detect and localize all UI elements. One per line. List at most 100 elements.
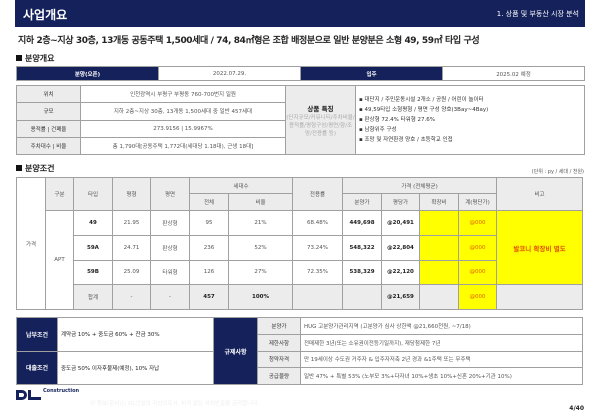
cell: 68.48% — [292, 210, 343, 236]
reg-label: 제한사항 — [257, 333, 301, 352]
row-label: 위치 — [16, 84, 81, 104]
cell — [292, 284, 343, 310]
cell: 538,329 — [342, 259, 382, 286]
cell: 95 — [189, 210, 229, 236]
col-header: 비율 — [228, 193, 293, 211]
cell: @000 — [457, 234, 498, 261]
price-table: 가격 구분 타입 평형 평면 세대수 전용률 가격 (전체평균) 비고 전체 비율… — [16, 177, 583, 310]
page-title: 사업개요 — [23, 8, 68, 22]
header-bar: 사업개요 1. 상품 및 부동산 시장 분석 — [15, 0, 585, 27]
cell: 타워형 — [150, 259, 190, 286]
open-label: 분양(오픈) — [16, 66, 159, 81]
cell: 72.35% — [292, 259, 343, 286]
cell: @000 — [457, 259, 498, 286]
table-row: 59B 25.09 타워형 126 27% 72.35% 538,329 @22,120 @00… — [17, 259, 583, 286]
col-header: 세대수 — [189, 177, 293, 194]
move-value: 2025.02 예정 — [442, 66, 585, 81]
cell: 236 — [189, 234, 229, 261]
cell — [419, 210, 459, 236]
col-header: 타입 — [73, 177, 113, 211]
cell: 59A — [73, 234, 113, 261]
schedule-table: 분양(오픈) 2022.07.29. 입주 2025.02 예정 — [16, 66, 585, 81]
feature-label: 상품 특징 (단지규모/커뮤니티/주차비율/용적률/평형구성/평면/향/조망/전용… — [285, 85, 356, 155]
conditions-heading: 분양조건 — [16, 163, 54, 174]
dl-construction-logo: Construction — [16, 388, 79, 400]
reg-value: 만 19세이상 수도권 거주자 & 입주자저축 2년 경과 &1주택 또는 무주… — [300, 350, 583, 369]
reg-value: 일반 47% + 특별 53% (노부모 3%+다자녀 10%+생초 10%+신… — [300, 367, 583, 385]
loan-label: 대출조건 — [16, 350, 58, 385]
category-cell: APT — [45, 210, 74, 310]
cell: 100% — [228, 284, 293, 310]
cell — [419, 284, 459, 310]
row-label: 용적률 | 건폐율 — [16, 119, 81, 138]
note-cell: 발코니 확장비 별도 — [496, 209, 583, 286]
table-row: 59A 24.71 판상형 236 52% 73.24% 548,322 @22,804 @00… — [17, 234, 583, 261]
overview-table: 위치 인천광역시 부평구 부평동 760-700번지 일원 상품 특징 (단지규모/… — [16, 84, 585, 156]
cell: 판상형 — [150, 210, 190, 236]
cell: 49 — [73, 210, 113, 236]
cell: 548,322 — [342, 234, 382, 261]
move-label: 입주 — [300, 66, 443, 81]
watermark: 이 정보(문서)는 DL건설의 자산으로서, 허가 없는 사외반출을 금지합니다… — [90, 401, 260, 407]
payment-label: 납부조건 — [16, 317, 58, 352]
col-header: 평당가 — [381, 193, 420, 211]
cell: @22,120 — [381, 259, 420, 286]
cell — [496, 284, 583, 310]
row-value: 지하 2층~지상 30층, 13개동 1,500세대 중 일반 457세대 — [80, 102, 286, 121]
cell: @20,491 — [381, 210, 420, 236]
cell: 59B — [73, 259, 113, 286]
col-header: 분양가 — [342, 193, 382, 211]
cell: @000 — [457, 284, 498, 310]
overview-heading: 분양개요 — [16, 53, 54, 64]
terms-table: 납부조건 계약금 10% + 중도금 60% + 잔금 30% 규제사항 분양가 H… — [16, 317, 583, 385]
col-header: 가격 (전체평균) — [341, 177, 498, 194]
cell: 21.95 — [112, 210, 151, 236]
cell: 73.24% — [292, 234, 343, 261]
regulation-label: 규제사항 — [213, 317, 258, 385]
page-number: 4/40 — [569, 405, 584, 412]
col-header: 전용률 — [292, 177, 343, 211]
cell: 52% — [228, 234, 293, 261]
reg-value: 전매제한 3년(또는 소유권이전등기일까지), 재당첨제한 7년 — [300, 333, 583, 352]
cell — [419, 234, 459, 261]
cell — [419, 259, 459, 286]
cell — [342, 284, 382, 310]
square-bullet-icon — [16, 165, 22, 171]
cell: - — [150, 284, 190, 310]
cell: 25.09 — [112, 259, 151, 286]
col-header: 평형 — [112, 177, 151, 211]
feature-list: ▪ 대단지 / 주민운동시설 2개소 / 공원 / 어린이 놀이터 ▪ 49,59… — [355, 85, 585, 155]
cell: 21% — [228, 210, 293, 236]
cell: 합계 — [73, 284, 113, 310]
cell: @22,804 — [381, 234, 420, 261]
cell: @21,659 — [381, 284, 420, 310]
cell: @000 — [457, 210, 498, 236]
open-value: 2022.07.29. — [158, 66, 301, 81]
col-header: 전체 — [189, 193, 229, 211]
col-header: 계(평단가) — [457, 193, 498, 211]
price-label: 가격 — [16, 177, 46, 310]
cell: 126 — [189, 259, 229, 286]
reg-value: HUG 고분양가관리지역 (고분양가 심사 상한액 @21,660천원, ~7/… — [300, 317, 583, 335]
cell: 27% — [228, 259, 293, 286]
cell: - — [112, 284, 151, 310]
row-label: 규모 — [16, 102, 81, 121]
subtitle: 지하 2층~지상 30층, 13개동 공동주택 1,500세대 / 74, 84… — [18, 36, 480, 46]
section-label: 1. 상품 및 부동산 시장 분석 — [496, 10, 579, 18]
cell: 457 — [189, 284, 229, 310]
col-header: 비고 — [496, 177, 583, 211]
reg-label: 분양가 — [257, 317, 301, 335]
loan-value: 중도금 50% 이자후불제(예정), 10% 자납 — [57, 350, 214, 385]
reg-label: 공급물량 — [257, 367, 301, 385]
square-bullet-icon — [16, 55, 22, 61]
col-header: 구분 — [45, 177, 74, 211]
row-value: 인천광역시 부평구 부평동 760-700번지 일원 — [80, 84, 286, 104]
col-header: 평면 — [150, 177, 190, 211]
row-label: 주차대수 | 비율 — [16, 136, 81, 156]
row-value: 273.9156 | 15.9967% — [80, 119, 286, 138]
reg-label: 청약자격 — [257, 350, 301, 369]
unit-label: (단위 : py / 세대 / 천원) — [531, 169, 584, 175]
col-header: 확장비 — [419, 193, 459, 211]
total-row: 합계 - -457 100% @21,659 @000 — [16, 284, 583, 310]
table-row: APT 49 21.95 판상형 95 21% 68.48% 449,698 @20,491 @… — [17, 209, 583, 310]
